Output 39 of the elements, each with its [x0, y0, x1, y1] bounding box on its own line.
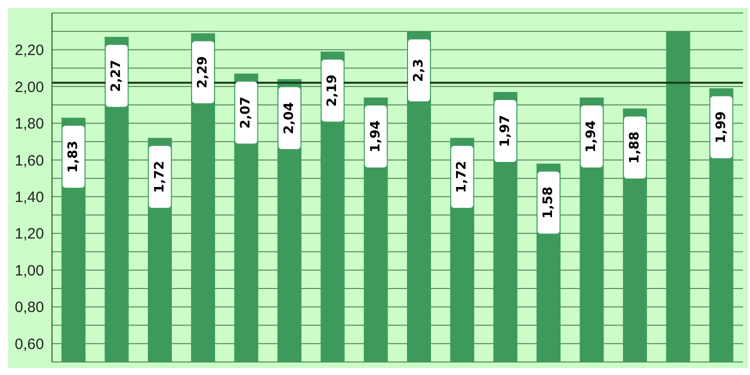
label-tag: 2,19 [322, 60, 344, 122]
y-tick-label: 2,20 [14, 42, 44, 60]
data-label: 1,58 [541, 186, 556, 219]
data-label: 2,27 [109, 60, 124, 92]
label-tag: 1,83 [62, 126, 84, 188]
y-tick-label: 1,60 [14, 152, 44, 170]
data-label: 1,94 [584, 120, 600, 153]
y-tick-label: 2,00 [14, 78, 44, 96]
data-label: 2,19 [325, 74, 340, 107]
y-tick-label: 1,20 [14, 226, 44, 243]
data-label: 1,72 [454, 160, 470, 193]
data-label: 2,3 [412, 58, 426, 82]
label-tag: 1,72 [451, 146, 474, 208]
data-label: 1,94 [368, 120, 384, 153]
data-label: 2,04 [282, 102, 297, 134]
y-tick-label: 0,80 [14, 299, 44, 316]
data-label: 2,07 [238, 96, 254, 129]
data-label: 1,83 [66, 140, 81, 173]
y-tick-label: 0,60 [14, 336, 44, 353]
data-label: 1,99 [714, 111, 729, 144]
label-tag: 1,97 [494, 100, 516, 162]
label-tag: 1,94 [580, 106, 603, 168]
label-tag: 2,04 [278, 87, 300, 150]
data-label: 1,97 [498, 114, 513, 148]
label-tag: 1,72 [148, 146, 171, 208]
label-tag: 1,94 [364, 106, 387, 168]
y-tick-label: 1,80 [14, 116, 44, 133]
label-tag: 2,07 [235, 82, 258, 144]
label-tag: 1,88 [624, 116, 646, 179]
data-label: 1,88 [627, 131, 642, 164]
label-tag: 1,99 [710, 96, 732, 158]
label-tag: 2,3 [408, 39, 430, 102]
data-label: 1,72 [152, 160, 168, 193]
label-tag: 2,27 [106, 44, 128, 107]
label-tag: 2,29 [192, 41, 214, 104]
label-tag: 1,58 [538, 172, 560, 234]
y-tick-label: 1,00 [14, 262, 44, 280]
data-label: 2,29 [196, 56, 211, 88]
y-tick-label: 1,40 [14, 189, 44, 206]
